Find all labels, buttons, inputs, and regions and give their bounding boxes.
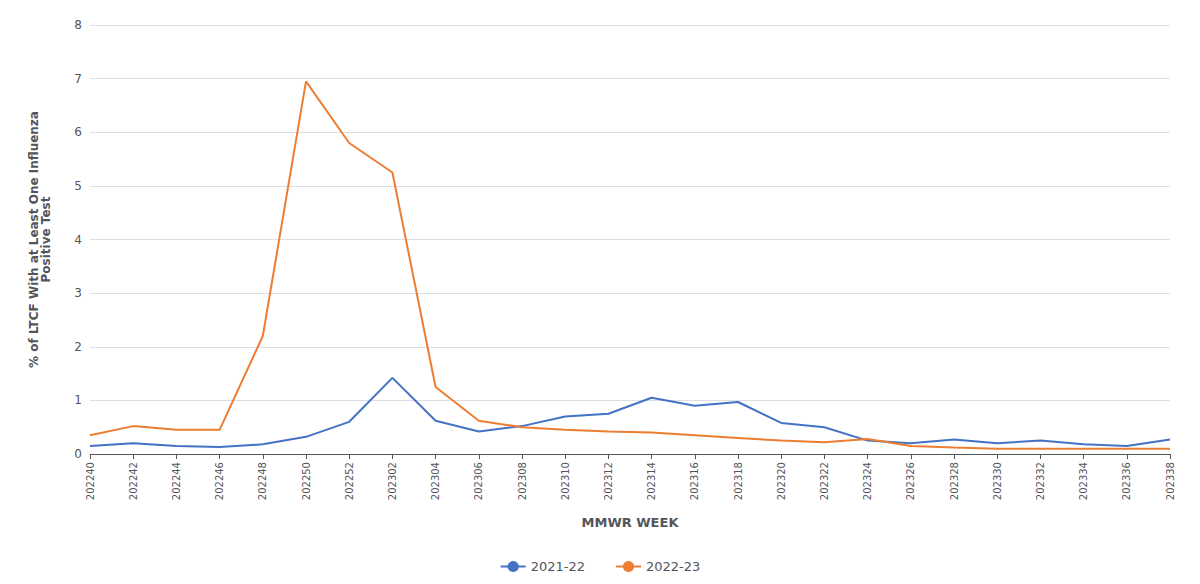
svg-text:4: 4 <box>74 233 82 247</box>
svg-text:0: 0 <box>74 447 82 461</box>
svg-text:202318: 202318 <box>733 462 744 500</box>
svg-text:202250: 202250 <box>301 462 312 500</box>
svg-text:202336: 202336 <box>1121 462 1132 500</box>
svg-text:202248: 202248 <box>257 462 268 500</box>
svg-text:1: 1 <box>74 393 82 407</box>
svg-text:Positive Test: Positive Test <box>39 196 53 282</box>
svg-text:3: 3 <box>74 286 82 300</box>
svg-text:MMWR WEEK: MMWR WEEK <box>582 515 680 530</box>
svg-text:7: 7 <box>74 72 82 86</box>
svg-text:202306: 202306 <box>473 462 484 500</box>
svg-text:6: 6 <box>74 125 82 139</box>
svg-text:202240: 202240 <box>85 462 96 500</box>
svg-text:202328: 202328 <box>949 462 960 500</box>
svg-text:% of LTCF With at Least One In: % of LTCF With at Least One Influenza <box>27 111 41 368</box>
svg-text:202314: 202314 <box>646 462 657 500</box>
svg-text:5: 5 <box>74 179 82 193</box>
svg-text:202326: 202326 <box>905 462 916 500</box>
svg-text:8: 8 <box>74 18 82 32</box>
svg-text:2: 2 <box>74 340 82 354</box>
svg-text:202330: 202330 <box>992 462 1003 500</box>
svg-text:202244: 202244 <box>171 462 182 500</box>
svg-text:202246: 202246 <box>214 462 225 500</box>
svg-text:202312: 202312 <box>603 462 614 500</box>
svg-text:202252: 202252 <box>344 462 355 500</box>
svg-text:202338: 202338 <box>1165 462 1176 500</box>
svg-text:202302: 202302 <box>387 462 398 500</box>
svg-text:202322: 202322 <box>819 462 830 500</box>
svg-text:202316: 202316 <box>689 462 700 500</box>
svg-text:202320: 202320 <box>776 462 787 500</box>
svg-text:202332: 202332 <box>1035 462 1046 500</box>
svg-text:202324: 202324 <box>862 462 873 500</box>
svg-text:202304: 202304 <box>430 462 441 500</box>
svg-text:202308: 202308 <box>517 462 528 500</box>
svg-text:2022-23: 2022-23 <box>646 559 700 574</box>
svg-text:2021-22: 2021-22 <box>531 559 585 574</box>
svg-text:202242: 202242 <box>128 462 139 500</box>
svg-text:202334: 202334 <box>1078 462 1089 500</box>
svg-text:202310: 202310 <box>560 462 571 500</box>
